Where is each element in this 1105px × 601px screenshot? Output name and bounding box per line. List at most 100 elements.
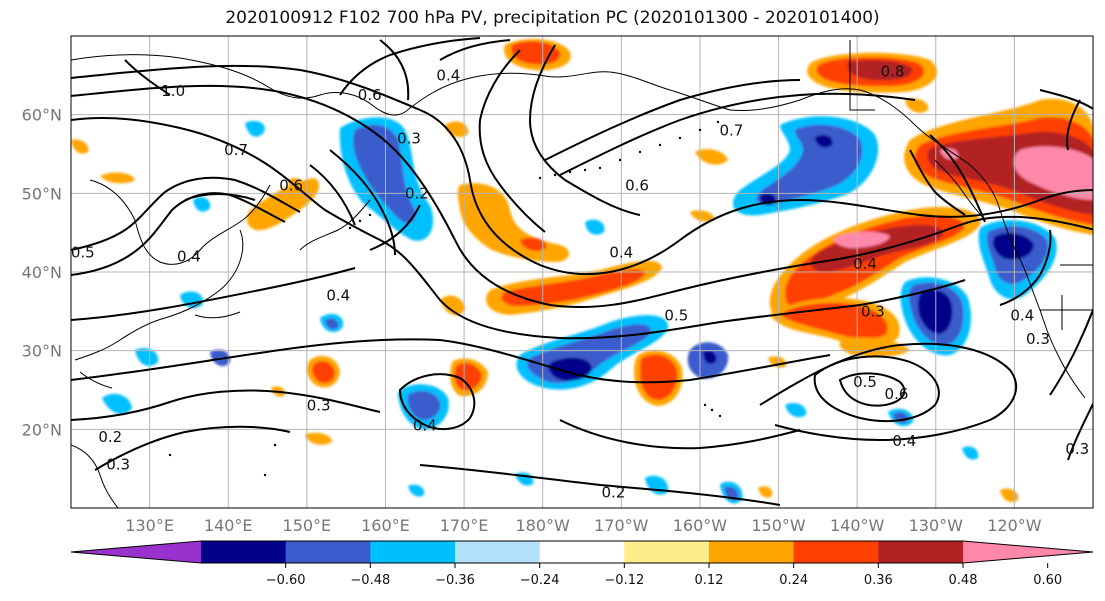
positive-precip-region: [847, 60, 913, 81]
positive-precip-region: [640, 354, 678, 400]
negative-precip-region: [210, 349, 231, 367]
longitude-label: 150°W: [751, 516, 806, 535]
positive-precip-region: [312, 361, 335, 384]
latitude-label: 50°N: [22, 184, 62, 203]
longitude-label: 140°E: [204, 516, 253, 535]
contour-label: 0.4: [1010, 306, 1034, 324]
precipitation-shading: [71, 38, 1093, 504]
negative-precip-region: [102, 393, 132, 414]
contour-label: 0.3: [1026, 330, 1050, 348]
colorbar-bin: [539, 541, 625, 563]
positive-precip-region: [501, 269, 645, 306]
positive-precip-region: [905, 98, 929, 113]
contour-label: 0.2: [405, 184, 429, 202]
colorbar-bin: [201, 541, 287, 563]
colorbar-tick-label: 0.60: [1033, 573, 1062, 588]
positive-precip-region: [305, 432, 332, 445]
colorbar-bin: [285, 541, 371, 563]
latitude-label: 30°N: [22, 342, 62, 361]
longitude-label: 140°W: [830, 516, 885, 535]
negative-precip-region: [645, 475, 669, 495]
contour-label: 0.4: [892, 432, 916, 450]
colorbar-bin: [370, 541, 456, 563]
latitude-label: 40°N: [22, 263, 62, 282]
colorbar-tick-label: −0.48: [350, 573, 390, 588]
colorbar-outline: [70, 540, 1094, 564]
longitude-label: 170°E: [440, 516, 489, 535]
negative-precip-region: [245, 120, 265, 137]
positive-precip-region: [1000, 488, 1019, 502]
contour-label: 0.6: [358, 86, 382, 104]
contour-label: 0.4: [853, 255, 877, 273]
colorbar-bin: [878, 541, 964, 563]
contour-label: 0.2: [602, 483, 626, 501]
colorbar-bin: [624, 541, 710, 563]
graticule: [71, 36, 1093, 508]
positive-precip-region: [839, 337, 910, 357]
colorbar-tick-label: −0.36: [435, 573, 475, 588]
longitude-label: 170°W: [594, 516, 649, 535]
latitude-axis-labels: 60°N 50°N 40°N 30°N 20°N: [22, 106, 62, 440]
longitude-label: 160°E: [361, 516, 410, 535]
longitude-label: 180°W: [516, 516, 571, 535]
contour-label: 0.6: [279, 176, 303, 194]
positive-precip-region: [695, 149, 728, 165]
positive-precip-region: [834, 231, 890, 248]
contour-label: 0.3: [1065, 440, 1089, 458]
negative-precip-region: [962, 446, 979, 460]
colorbar-tick-label: 0.12: [695, 573, 724, 588]
contour-label: 0.3: [861, 302, 885, 320]
longitude-label: 130°W: [909, 516, 964, 535]
positive-precip-region: [758, 486, 773, 498]
contour-label: 0.5: [71, 243, 95, 261]
pv-contour-labels: 1.0 0.6 0.4 0.7 0.7 0.3 0.2 0.6 0.5 0.4 0.4 0.6 0.4 0…: [71, 62, 1089, 501]
contour-label: 0.5: [853, 373, 877, 391]
contour-label: 0.2: [98, 428, 122, 446]
positive-precip-region: [810, 224, 944, 272]
negative-precip-region: [703, 350, 717, 364]
colorbar-tick-label: 0.36: [864, 573, 893, 588]
negative-precip-region: [785, 403, 807, 418]
negative-precip-region: [325, 318, 339, 330]
contour-label: 0.7: [224, 141, 248, 159]
contour-label: 0.3: [397, 129, 421, 147]
latitude-label: 60°N: [22, 106, 62, 125]
negative-precip-region: [193, 197, 211, 212]
negative-precip-region: [585, 219, 605, 235]
positive-precip-region: [690, 210, 715, 222]
colorbar: −0.60 −0.48 −0.36 −0.24 −0.12 0.12 0.24 0.36 0.4…: [70, 540, 1094, 588]
colorbar-extend-low: [71, 541, 201, 563]
positive-precip-region: [71, 139, 89, 154]
contour-label: 0.6: [885, 385, 909, 403]
positive-precip-region: [1013, 146, 1093, 200]
negative-precip-region: [353, 124, 416, 224]
contour-label: 0.4: [413, 416, 437, 434]
contour-label: 0.6: [625, 176, 649, 194]
map-frame: [70, 35, 1094, 509]
longitude-axis-labels: 130°E 140°E 150°E 160°E 170°E 180°W 170°W 160°W…: [125, 516, 1041, 535]
contour-label: 1.0: [161, 82, 185, 100]
colorbar-tick-label: −0.60: [266, 573, 306, 588]
contour-label: 0.4: [177, 247, 201, 265]
pv-contours: [71, 37, 1093, 506]
contour-label: 0.3: [307, 397, 331, 415]
positive-precip-region: [440, 295, 465, 316]
contour-label: 0.8: [881, 62, 905, 80]
negative-precip-region: [408, 484, 425, 497]
positive-precip-region: [520, 237, 547, 251]
colorbar-bin: [793, 541, 879, 563]
contour-label: 0.7: [719, 121, 743, 139]
contour-label: 0.4: [609, 243, 633, 261]
colorbar-tick-label: 0.48: [949, 573, 978, 588]
colorbar-tick-label: −0.12: [604, 573, 644, 588]
contour-label: 0.3: [106, 456, 130, 474]
map-title: 2020100912 F102 700 hPa PV, precipitatio…: [225, 8, 880, 28]
longitude-label: 160°W: [673, 516, 728, 535]
positive-precip-region: [100, 172, 135, 184]
colorbar-bin: [455, 541, 541, 563]
latitude-label: 20°N: [22, 420, 62, 439]
negative-precip-region: [918, 289, 953, 334]
longitude-label: 150°E: [283, 516, 332, 535]
colorbar-tick-label: 0.24: [779, 573, 808, 588]
